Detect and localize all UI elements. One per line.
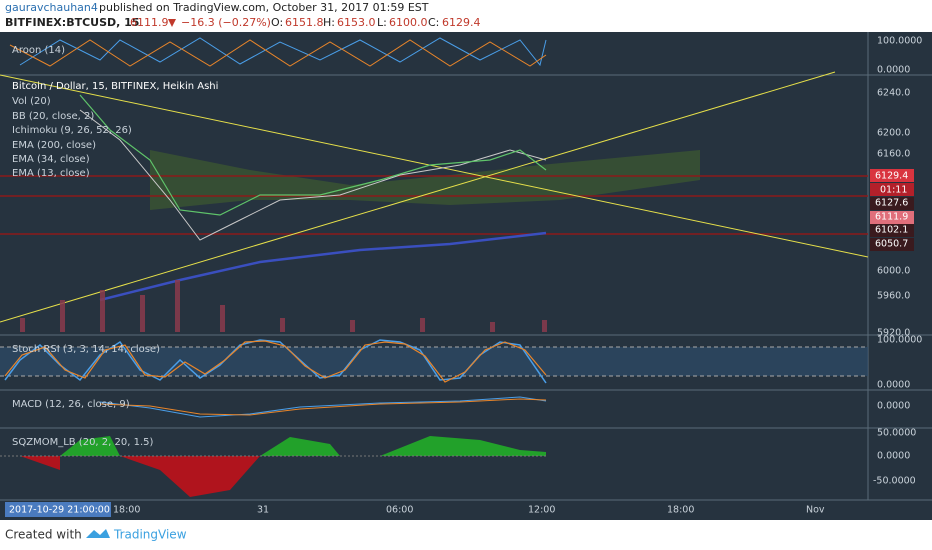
time-label: 12:00 [528,505,555,516]
axis-label: 0.0000 [877,380,910,391]
price-tag-bg [870,169,914,182]
close-label: C: [428,16,439,29]
stoch-d [4,340,547,383]
aroon-up [19,37,547,67]
axis-label: -50.0000 [873,476,916,487]
macd-signal [99,398,547,416]
axis-label: 6160.0 [877,149,910,160]
trend-line [0,71,836,323]
pane-label: Stoch RSI (3, 3, 14, 14, close) [12,344,160,355]
open: 6151.8 [285,16,324,29]
legend-item: EMA (200, close) [12,140,96,151]
legend-item: Ichimoku (9, 26, 52, 26) [12,125,132,136]
symbol: BITFINEX:BTCUSD, 15 [5,16,139,29]
price-tag-bg [870,183,914,196]
sqz-hist [380,436,546,456]
price-tag-bg [870,197,914,210]
price-tag: 6127.6 [875,198,908,209]
axis-label: 50.0000 [877,428,916,439]
trend-line [0,74,869,258]
bollinger [79,109,547,241]
change: −16.3 (−0.27%) [181,16,271,29]
footer-bg [0,520,932,550]
axis-label: 6240.0 [877,88,910,99]
price-tag: 6050.7 [875,239,908,250]
legend-item: EMA (34, close) [12,154,90,165]
time-label: 18:00 [113,505,140,516]
sqz-hist [120,456,260,497]
price-tag: 6111.9 [875,212,908,223]
price-tag: 6129.4 [875,171,908,182]
time-label: Nov [806,505,825,516]
sqz-hist [20,456,60,470]
down-arrow [168,19,176,27]
axis-label: 0.0000 [877,65,910,76]
axis-label: 0.0000 [877,401,910,412]
volume [20,280,547,332]
axis-label: 5920.0 [877,328,910,339]
high: 6153.0 [337,16,376,29]
legend-item: EMA (13, close) [12,168,90,179]
footer-brand[interactable]: TradingView [113,528,187,542]
crosshair-time-bg [5,502,111,517]
time-label: 06:00 [386,505,413,516]
price [79,94,547,216]
sqz-hist [260,437,340,456]
legend-item: BB (20, close, 2) [12,111,94,122]
sqz-hist [60,436,120,456]
price-tag-bg [870,224,914,237]
legend-item: Bitcoin / Dollar, 15, BITFINEX, Heikin A… [12,81,218,92]
price-tag: 6102.1 [875,225,908,236]
aroon-down [9,39,547,67]
time-label: 18:00 [667,505,694,516]
axis-label: 5960.0 [877,291,910,302]
published: published on TradingView.com, October 31… [99,1,429,14]
axis-label: 100.0000 [877,36,922,47]
axis-label: 6000.0 [877,266,910,277]
high-label: H: [323,16,335,29]
author[interactable]: gauravchauhan4 [5,1,98,14]
crosshair-time: 2017-10-29 21:00:00 [9,505,110,516]
price-tag-bg [870,211,914,224]
axis-label: 6200.0 [877,128,910,139]
macd-line [99,396,547,418]
footer-text: Created with [5,528,82,542]
price-tag-bg [870,238,914,251]
pane-label: SQZMOM_LB (20, 2, 20, 1.5) [12,437,153,448]
tv-logo [86,529,110,538]
price-axis-bg [868,32,932,500]
close: 6129.4 [442,16,481,29]
pane-label: Aroon (14) [12,45,65,56]
time-label: 31 [257,505,269,516]
low: 6100.0 [389,16,428,29]
axis-label: 0.0000 [877,451,910,462]
pane-label: MACD (12, 26, close, 9) [12,399,130,410]
legend-item: Vol (20) [12,96,51,107]
low-label: L: [377,16,387,29]
price-tag: 01:11 [880,185,907,196]
last-price: 6111.9 [130,16,169,29]
open-label: O: [271,16,283,29]
ema-200 [99,231,547,302]
header-bg [0,0,932,32]
axis-label: 100.0000 [877,335,922,346]
